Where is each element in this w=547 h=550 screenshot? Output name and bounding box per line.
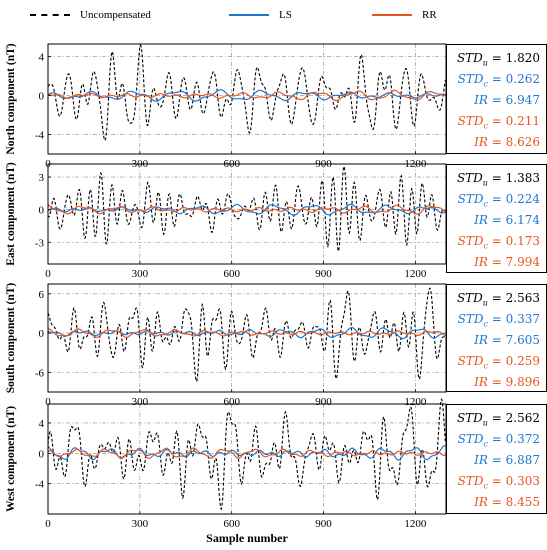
ytick-label-north-0: 0: [39, 91, 45, 103]
xtick-label-west-900: 900: [315, 518, 332, 530]
stat-ir-ls-north: IR = 6.947: [474, 93, 540, 107]
stat-stdc-ls-west: STDc = 0.372: [457, 432, 540, 449]
ylabel-east: East component (nT): [5, 162, 17, 266]
xtick-label-east-900: 900: [315, 268, 332, 280]
x-axis-label: Sample number: [206, 531, 288, 545]
xtick-label-west-600: 600: [223, 518, 240, 530]
stat-ir-ls-west-value: 6.887: [505, 453, 540, 467]
stat-stdc-ls-south: STDc = 0.337: [457, 312, 540, 329]
series-ls-north: [47, 89, 446, 102]
series-rr-north: [47, 89, 446, 102]
stat-stdc-ls-east-value: 0.224: [505, 192, 540, 206]
ylabel-north: North component (nT): [5, 43, 17, 154]
legend-rr-swatch: [372, 14, 412, 16]
stats-box-north: STDu = 1.820 STDc = 0.262 IR = 6.947 STD…: [446, 44, 547, 154]
stat-ir-ls-north-value: 6.947: [505, 93, 540, 107]
stat-ir-ls-east: IR = 6.174: [474, 213, 540, 227]
ytick-label-east-0: 0: [39, 205, 45, 217]
stat-ir-rr-north: IR = 8.626: [474, 135, 540, 149]
xtick-label-west-0: 0: [45, 518, 51, 530]
stat-ir-rr-west: IR = 8.455: [474, 495, 540, 509]
stat-ir-rr-north-value: 8.626: [505, 135, 540, 149]
plot-frame-east: [47, 163, 447, 265]
stat-ir-rr-south: IR = 9.896: [474, 375, 540, 389]
legend-rr-label: RR: [422, 9, 437, 21]
ytick-label-east--3: -3: [35, 237, 45, 249]
ytick-label-west-4: 4: [39, 418, 45, 430]
series-ls-south: [47, 327, 446, 340]
legend-rr: RR: [372, 6, 437, 24]
legend-uncompensated-label: Uncompensated: [80, 9, 151, 21]
stat-stdc-rr-west: STDc = 0.303: [457, 474, 540, 491]
legend-ls-label: LS: [279, 9, 292, 21]
legend-uncompensated: Uncompensated: [30, 6, 151, 24]
ylabel-west: West component (nT): [5, 406, 17, 512]
series-rr-east: [47, 204, 446, 215]
stats-box-west: STDu = 2.562 STDc = 0.372 IR = 6.887 STD…: [446, 404, 547, 514]
ytick-label-west-0: 0: [39, 448, 45, 460]
stat-stdc-rr-south: STDc = 0.259: [457, 354, 540, 371]
xtick-label-south-900: 900: [315, 396, 332, 408]
stat-stdc-ls-south-value: 0.337: [505, 312, 540, 326]
ytick-label-west--4: -4: [35, 479, 45, 491]
series-rr-south: [48, 328, 446, 338]
stat-stdc-rr-east-value: 0.173: [505, 234, 540, 248]
xtick-label-south-0: 0: [45, 396, 51, 408]
stat-stdc-rr-north: STDc = 0.211: [457, 114, 540, 131]
ylabel-south: South component (nT): [5, 283, 17, 394]
stat-ir-rr-west-value: 8.455: [505, 495, 540, 509]
xtick-label-east-1200: 1200: [404, 268, 427, 280]
legend-ls-swatch: [229, 14, 269, 16]
stats-box-south: STDu = 2.563 STDc = 0.337 IR = 7.605 STD…: [446, 284, 547, 392]
stat-stdc-rr-west-value: 0.303: [505, 474, 540, 488]
stat-stdc-rr-east: STDc = 0.173: [457, 234, 540, 251]
stat-ir-ls-west: IR = 6.887: [474, 453, 540, 467]
stat-ir-ls-south: IR = 7.605: [474, 333, 540, 347]
stat-stdu-west-value: 2.562: [505, 411, 540, 425]
stat-stdc-ls-east: STDc = 0.224: [457, 192, 540, 209]
xtick-label-south-300: 300: [132, 396, 149, 408]
xtick-label-west-300: 300: [132, 518, 149, 530]
ytick-label-north--4: -4: [35, 130, 45, 142]
stat-ir-rr-east: IR = 7.994: [474, 255, 540, 269]
stat-stdu-south: STDu = 2.563: [456, 291, 540, 308]
stat-stdc-rr-north-value: 0.211: [505, 114, 540, 128]
stat-stdu-north: STDu = 1.820: [456, 51, 540, 68]
stat-stdu-east: STDu = 1.383: [456, 171, 540, 188]
ytick-label-east-3: 3: [39, 172, 45, 184]
plot-frame-west: [47, 403, 447, 515]
xtick-label-west-1200: 1200: [404, 518, 427, 530]
series-uncompensated-west: [47, 398, 446, 511]
plot-frame-south: [47, 283, 447, 393]
ytick-label-north-4: 4: [39, 52, 45, 64]
series-ls-east: [47, 203, 446, 216]
series-uncompensated-south: [47, 287, 446, 382]
stat-stdu-south-value: 2.563: [505, 291, 540, 305]
legend-uncompensated-swatch: [30, 14, 70, 16]
stats-box-east: STDu = 1.383 STDc = 0.224 IR = 6.174 STD…: [446, 164, 547, 273]
stat-stdu-west: STDu = 2.562: [456, 411, 540, 428]
xtick-label-south-600: 600: [223, 396, 240, 408]
xtick-label-south-1200: 1200: [404, 396, 427, 408]
series-rr-west: [47, 447, 446, 460]
stat-ir-ls-east-value: 6.174: [505, 213, 540, 227]
xtick-label-east-300: 300: [132, 268, 149, 280]
stat-stdc-ls-west-value: 0.372: [505, 432, 540, 446]
stat-stdc-ls-north-value: 0.262: [505, 72, 540, 86]
stat-stdc-rr-south-value: 0.259: [505, 354, 540, 368]
stat-ir-rr-south-value: 9.896: [505, 375, 540, 389]
ytick-label-south--6: -6: [35, 367, 45, 379]
xtick-label-east-600: 600: [223, 268, 240, 280]
legend-ls: LS: [229, 6, 292, 24]
stat-ir-rr-east-value: 7.994: [505, 255, 540, 269]
stat-stdu-east-value: 1.383: [505, 171, 540, 185]
ytick-label-south-0: 0: [39, 328, 45, 340]
ytick-label-south-6: 6: [39, 289, 45, 301]
series-uncompensated-north: [47, 44, 446, 142]
stat-stdc-ls-north: STDc = 0.262: [457, 72, 540, 89]
xtick-label-east-0: 0: [45, 268, 51, 280]
stat-stdu-north-value: 1.820: [505, 51, 540, 65]
stat-ir-ls-south-value: 7.605: [505, 333, 540, 347]
